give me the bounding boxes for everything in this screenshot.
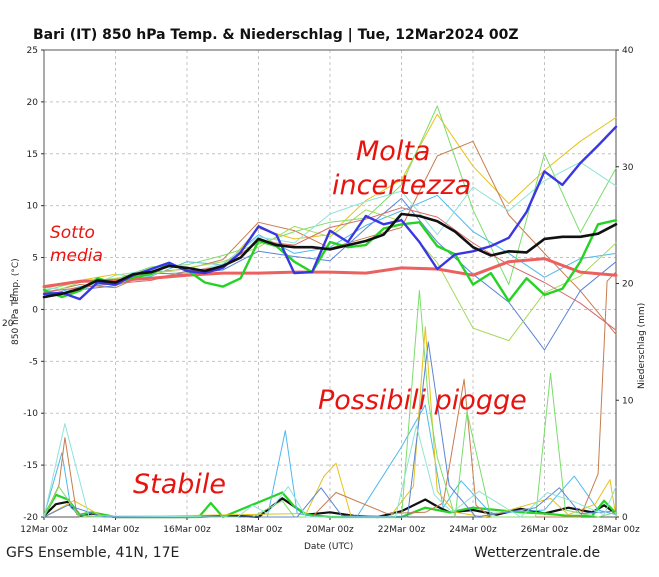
precip-series-line	[43, 423, 617, 518]
x-axis-label: Date (UTC)	[304, 542, 353, 552]
x-tick-label: 14Mar 00z	[92, 525, 140, 535]
x-tick-label: 16Mar 00z	[163, 525, 211, 535]
y-right-tick-label: 20	[622, 280, 634, 290]
y-tick-label: 5	[32, 254, 38, 264]
annotation-incertezza: incertezza	[332, 170, 471, 201]
annotation-media: media	[50, 246, 103, 266]
x-axis: 12Mar 00z 14Mar 00z 16Mar 00z 18Mar 00z 20Ma…	[20, 517, 640, 535]
y-axis-label: 850 hPa Temp. (°C)	[11, 258, 21, 345]
annotation-stabile: Stabile	[133, 469, 226, 500]
x-tick-label: 28Mar 00z	[592, 525, 640, 535]
grid	[44, 50, 616, 517]
annotations: Sotto media Molta incertezza Possibili p…	[50, 136, 527, 500]
temp-series-line	[42, 218, 618, 303]
x-tick-label: 26Mar 00z	[521, 525, 569, 535]
y-tick-label: -5	[29, 357, 38, 367]
temp-series-line	[43, 161, 617, 292]
y-tick-label: 25	[27, 46, 38, 56]
y-axis-left: 25 20 15 10 5 0 -5 -10 -15 -20	[23, 46, 44, 523]
x-tick-label: 18Mar 00z	[235, 525, 283, 535]
x-tick-label: 12Mar 00z	[20, 525, 68, 535]
y-right-tick-label: 10	[622, 396, 634, 406]
y-tick-label: -10	[23, 409, 38, 419]
y-tick-label: -20	[23, 513, 38, 523]
y-stub-20: 20	[2, 319, 14, 329]
y-tick-label: 10	[27, 202, 39, 212]
temp-series-line	[42, 257, 618, 289]
y-right-tick-label: 0	[622, 513, 628, 523]
footer-source: Wetterzentrale.de	[474, 545, 600, 561]
y-stub-5: 5	[9, 294, 15, 304]
x-tick-label: 22Mar 00z	[378, 525, 426, 535]
y-tick-label: 0	[32, 305, 38, 315]
y-tick-label: -15	[23, 461, 38, 471]
precip-series-line	[43, 271, 617, 518]
temperature-layer	[42, 105, 618, 351]
annotation-possibili-piogge: Possibili piogge	[318, 385, 527, 416]
annotation-molta: Molta	[356, 136, 430, 167]
footer-model: GFS Ensemble, 41N, 17E	[6, 545, 179, 561]
y-tick-label: 20	[27, 98, 39, 108]
precip-series-line	[43, 326, 617, 518]
y-right-tick-label: 30	[622, 163, 634, 173]
x-tick-label: 24Mar 00z	[449, 525, 497, 535]
y-axis-right: 40 30 20 10 0	[616, 46, 634, 523]
chart-title: Bari (IT) 850 hPa Temp. & Niederschlag |…	[33, 27, 519, 43]
temp-series-line	[43, 105, 617, 292]
temp-series-line	[42, 212, 618, 299]
x-tick-label: 20Mar 00z	[306, 525, 354, 535]
y-axis-right-label: Niederschlag (mm)	[637, 303, 647, 389]
y-right-tick-label: 40	[622, 46, 634, 56]
temp-series-line	[43, 207, 617, 331]
precip-series-line	[43, 341, 617, 518]
y-tick-label: 15	[27, 150, 38, 160]
precipitation-layer	[43, 271, 617, 519]
annotation-sotto: Sotto	[50, 223, 95, 243]
